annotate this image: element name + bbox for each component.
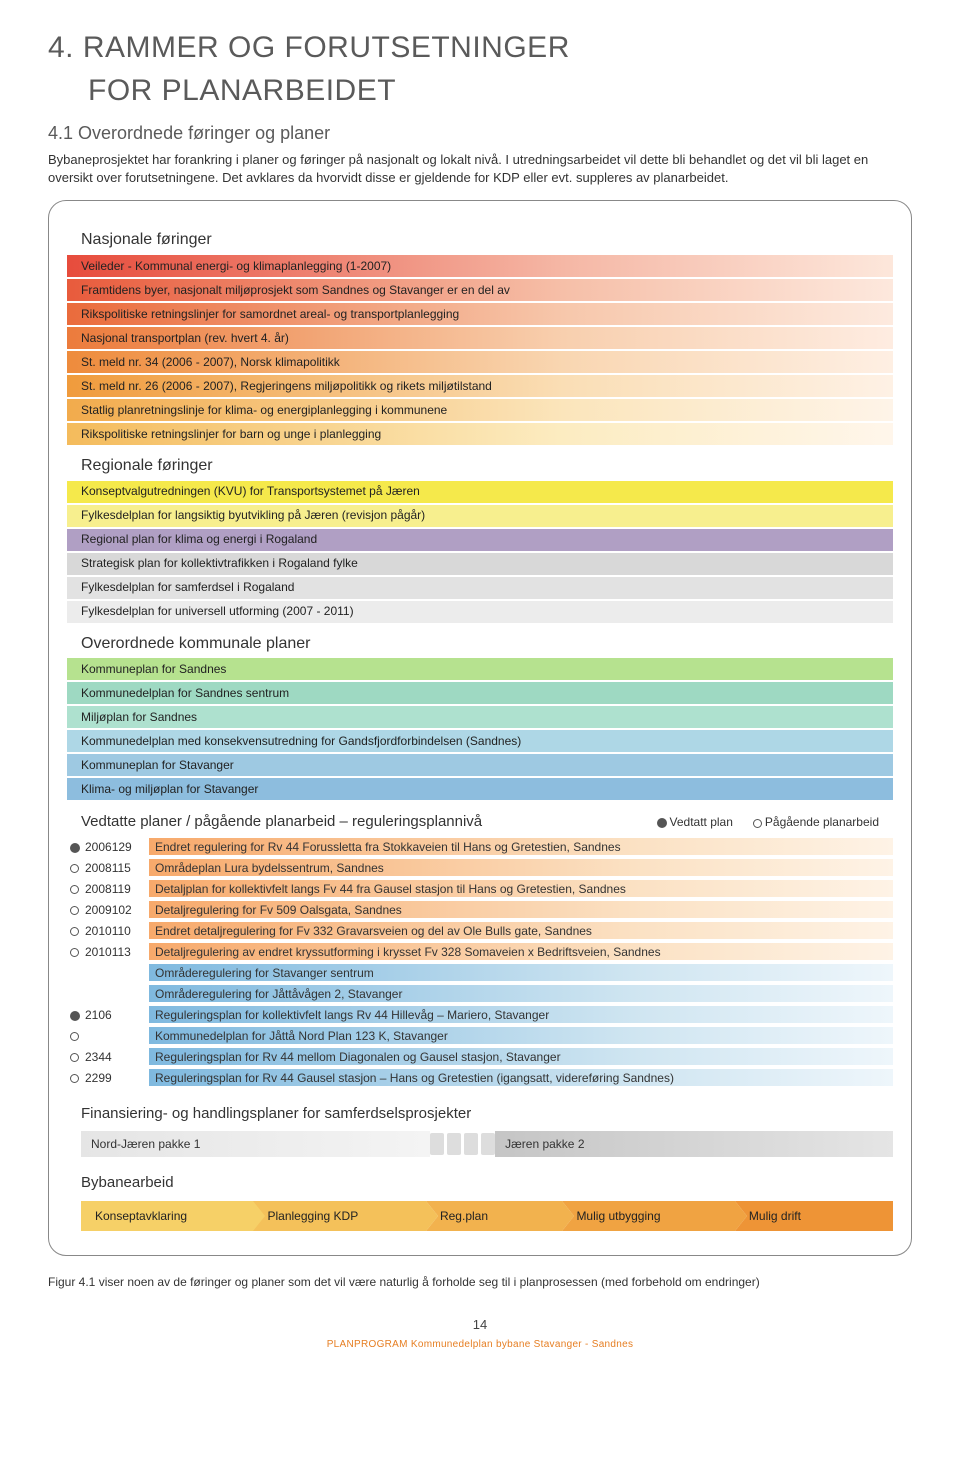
dot-open-icon (70, 906, 79, 915)
arrow-planlegging-kdp: Planlegging KDP (253, 1201, 425, 1231)
dot-open-icon (70, 864, 79, 873)
dot-open-icon (70, 1074, 79, 1083)
nasjonale-heading: Nasjonale føringer (81, 229, 893, 251)
plan-row: 2009102Detaljregulering for Fv 509 Oalsg… (67, 899, 893, 920)
page-number: 14 (48, 1316, 912, 1334)
bybane-arrows: Konseptavklaring Planlegging KDP Reg.pla… (81, 1201, 893, 1231)
nord-jaeren-pakke: Nord-Jæren pakke 1 (81, 1131, 430, 1157)
info-bar: Klima- og miljøplan for Stavanger (67, 778, 893, 800)
regionale-list: Konseptvalgutredningen (KVU) for Transpo… (67, 481, 893, 623)
info-bar: Statlig planretningslinje for klima- og … (67, 399, 893, 421)
plan-row: 2006129Endret regulering for Rv 44 Forus… (67, 836, 893, 857)
plan-row: 2010113Detaljregulering av endret kryssu… (67, 941, 893, 962)
plan-row: 2106Reguleringsplan for kollektivfelt la… (67, 1004, 893, 1025)
dot-open-icon (70, 885, 79, 894)
kommunale-list: Kommuneplan for SandnesKommunedelplan fo… (67, 658, 893, 800)
dot-filled-icon (70, 843, 80, 853)
plan-row: 2008119Detaljplan for kollektivfelt lang… (67, 878, 893, 899)
regionale-heading: Regionale føringer (81, 455, 893, 477)
info-bar: Rikspolitiske retningslinjer for barn og… (67, 423, 893, 445)
gap-bars-icon (430, 1133, 495, 1155)
figure-caption: Figur 4.1 viser noen av de føringer og p… (48, 1274, 912, 1290)
figure-4-1-diagram: Nasjonale føringer Veileder - Kommunal e… (48, 200, 912, 1256)
kommunale-heading: Overordnede kommunale planer (81, 633, 893, 655)
plan-row: 2299Reguleringsplan for Rv 44 Gausel sta… (67, 1067, 893, 1088)
info-bar: Strategisk plan for kollektivtrafikken i… (67, 553, 893, 575)
info-bar: Fylkesdelplan for langsiktig byutvikling… (67, 505, 893, 527)
nasjonale-list: Veileder - Kommunal energi- og klimaplan… (67, 255, 893, 445)
dot-open-icon (70, 1032, 79, 1041)
plan-row: 2010110Endret detaljregulering for Fv 33… (67, 920, 893, 941)
jaeren-pakke-2: Jæren pakke 2 (495, 1131, 893, 1157)
finans-row: Nord-Jæren pakke 1 Jæren pakke 2 (81, 1131, 893, 1157)
arrow-regplan: Reg.plan (426, 1201, 562, 1231)
info-bar: St. meld nr. 26 (2006 - 2007), Regjering… (67, 375, 893, 397)
dot-open-icon (70, 948, 79, 957)
dot-open-icon (70, 927, 79, 936)
plan-row: 2008115Områdeplan Lura bydelssentrum, Sa… (67, 857, 893, 878)
info-bar: Kommuneplan for Stavanger (67, 754, 893, 776)
info-bar: Konseptvalgutredningen (KVU) for Transpo… (67, 481, 893, 503)
info-bar: Veileder - Kommunal energi- og klimaplan… (67, 255, 893, 277)
plan-row: Kommunedelplan for Jåttå Nord Plan 123 K… (67, 1025, 893, 1046)
info-bar: Framtidens byer, nasjonalt miljøprosjekt… (67, 279, 893, 301)
info-bar: Regional plan for klima og energi i Roga… (67, 529, 893, 551)
legend-pagaende: Pågående planarbeid (765, 815, 879, 829)
finans-heading: Finansiering- og handlingsplaner for sam… (81, 1104, 893, 1124)
arrow-konseptavklaring: Konseptavklaring (81, 1201, 253, 1231)
dot-open-icon (70, 1053, 79, 1062)
section-number-title: 4. RAMMER OG FORUTSETNINGER (48, 28, 912, 69)
subheading: 4.1 Overordnede føringer og planer (48, 121, 912, 145)
legend-vedtatt: Vedtatt plan (670, 815, 733, 829)
info-bar: Nasjonal transportplan (rev. hvert 4. år… (67, 327, 893, 349)
dot-filled-icon (70, 1011, 80, 1021)
footer-doc-title: PLANPROGRAM Kommunedelplan bybane Stavan… (48, 1338, 912, 1352)
plan-row: Områderegulering for Jåttåvågen 2, Stava… (67, 983, 893, 1004)
legend: Vedtatt plan Pågående planarbeid (657, 814, 880, 830)
plan-row: Områderegulering for Stavanger sentrum (67, 962, 893, 983)
info-bar: Kommunedelplan for Sandnes sentrum (67, 682, 893, 704)
intro-paragraph: Bybaneprosjektet har forankring i planer… (48, 151, 912, 186)
plan-row: 2344Reguleringsplan for Rv 44 mellom Dia… (67, 1046, 893, 1067)
vedtatte-heading: Vedtatte planer / pågående planarbeid – … (81, 812, 482, 832)
arrow-mulig-drift: Mulig drift (735, 1201, 893, 1231)
dot-filled-icon (657, 818, 667, 828)
dot-open-icon (753, 819, 762, 828)
plans-list: 2006129Endret regulering for Rv 44 Forus… (67, 836, 893, 1088)
arrow-mulig-utbygging: Mulig utbygging (562, 1201, 734, 1231)
info-bar: Fylkesdelplan for universell utforming (… (67, 601, 893, 623)
section-title-line2: FOR PLANARBEIDET (88, 71, 912, 112)
info-bar: St. meld nr. 34 (2006 - 2007), Norsk kli… (67, 351, 893, 373)
info-bar: Rikspolitiske retningslinjer for samordn… (67, 303, 893, 325)
info-bar: Kommunedelplan med konsekvensutredning f… (67, 730, 893, 752)
bybane-heading: Bybanearbeid (81, 1173, 893, 1193)
info-bar: Fylkesdelplan for samferdsel i Rogaland (67, 577, 893, 599)
info-bar: Miljøplan for Sandnes (67, 706, 893, 728)
info-bar: Kommuneplan for Sandnes (67, 658, 893, 680)
